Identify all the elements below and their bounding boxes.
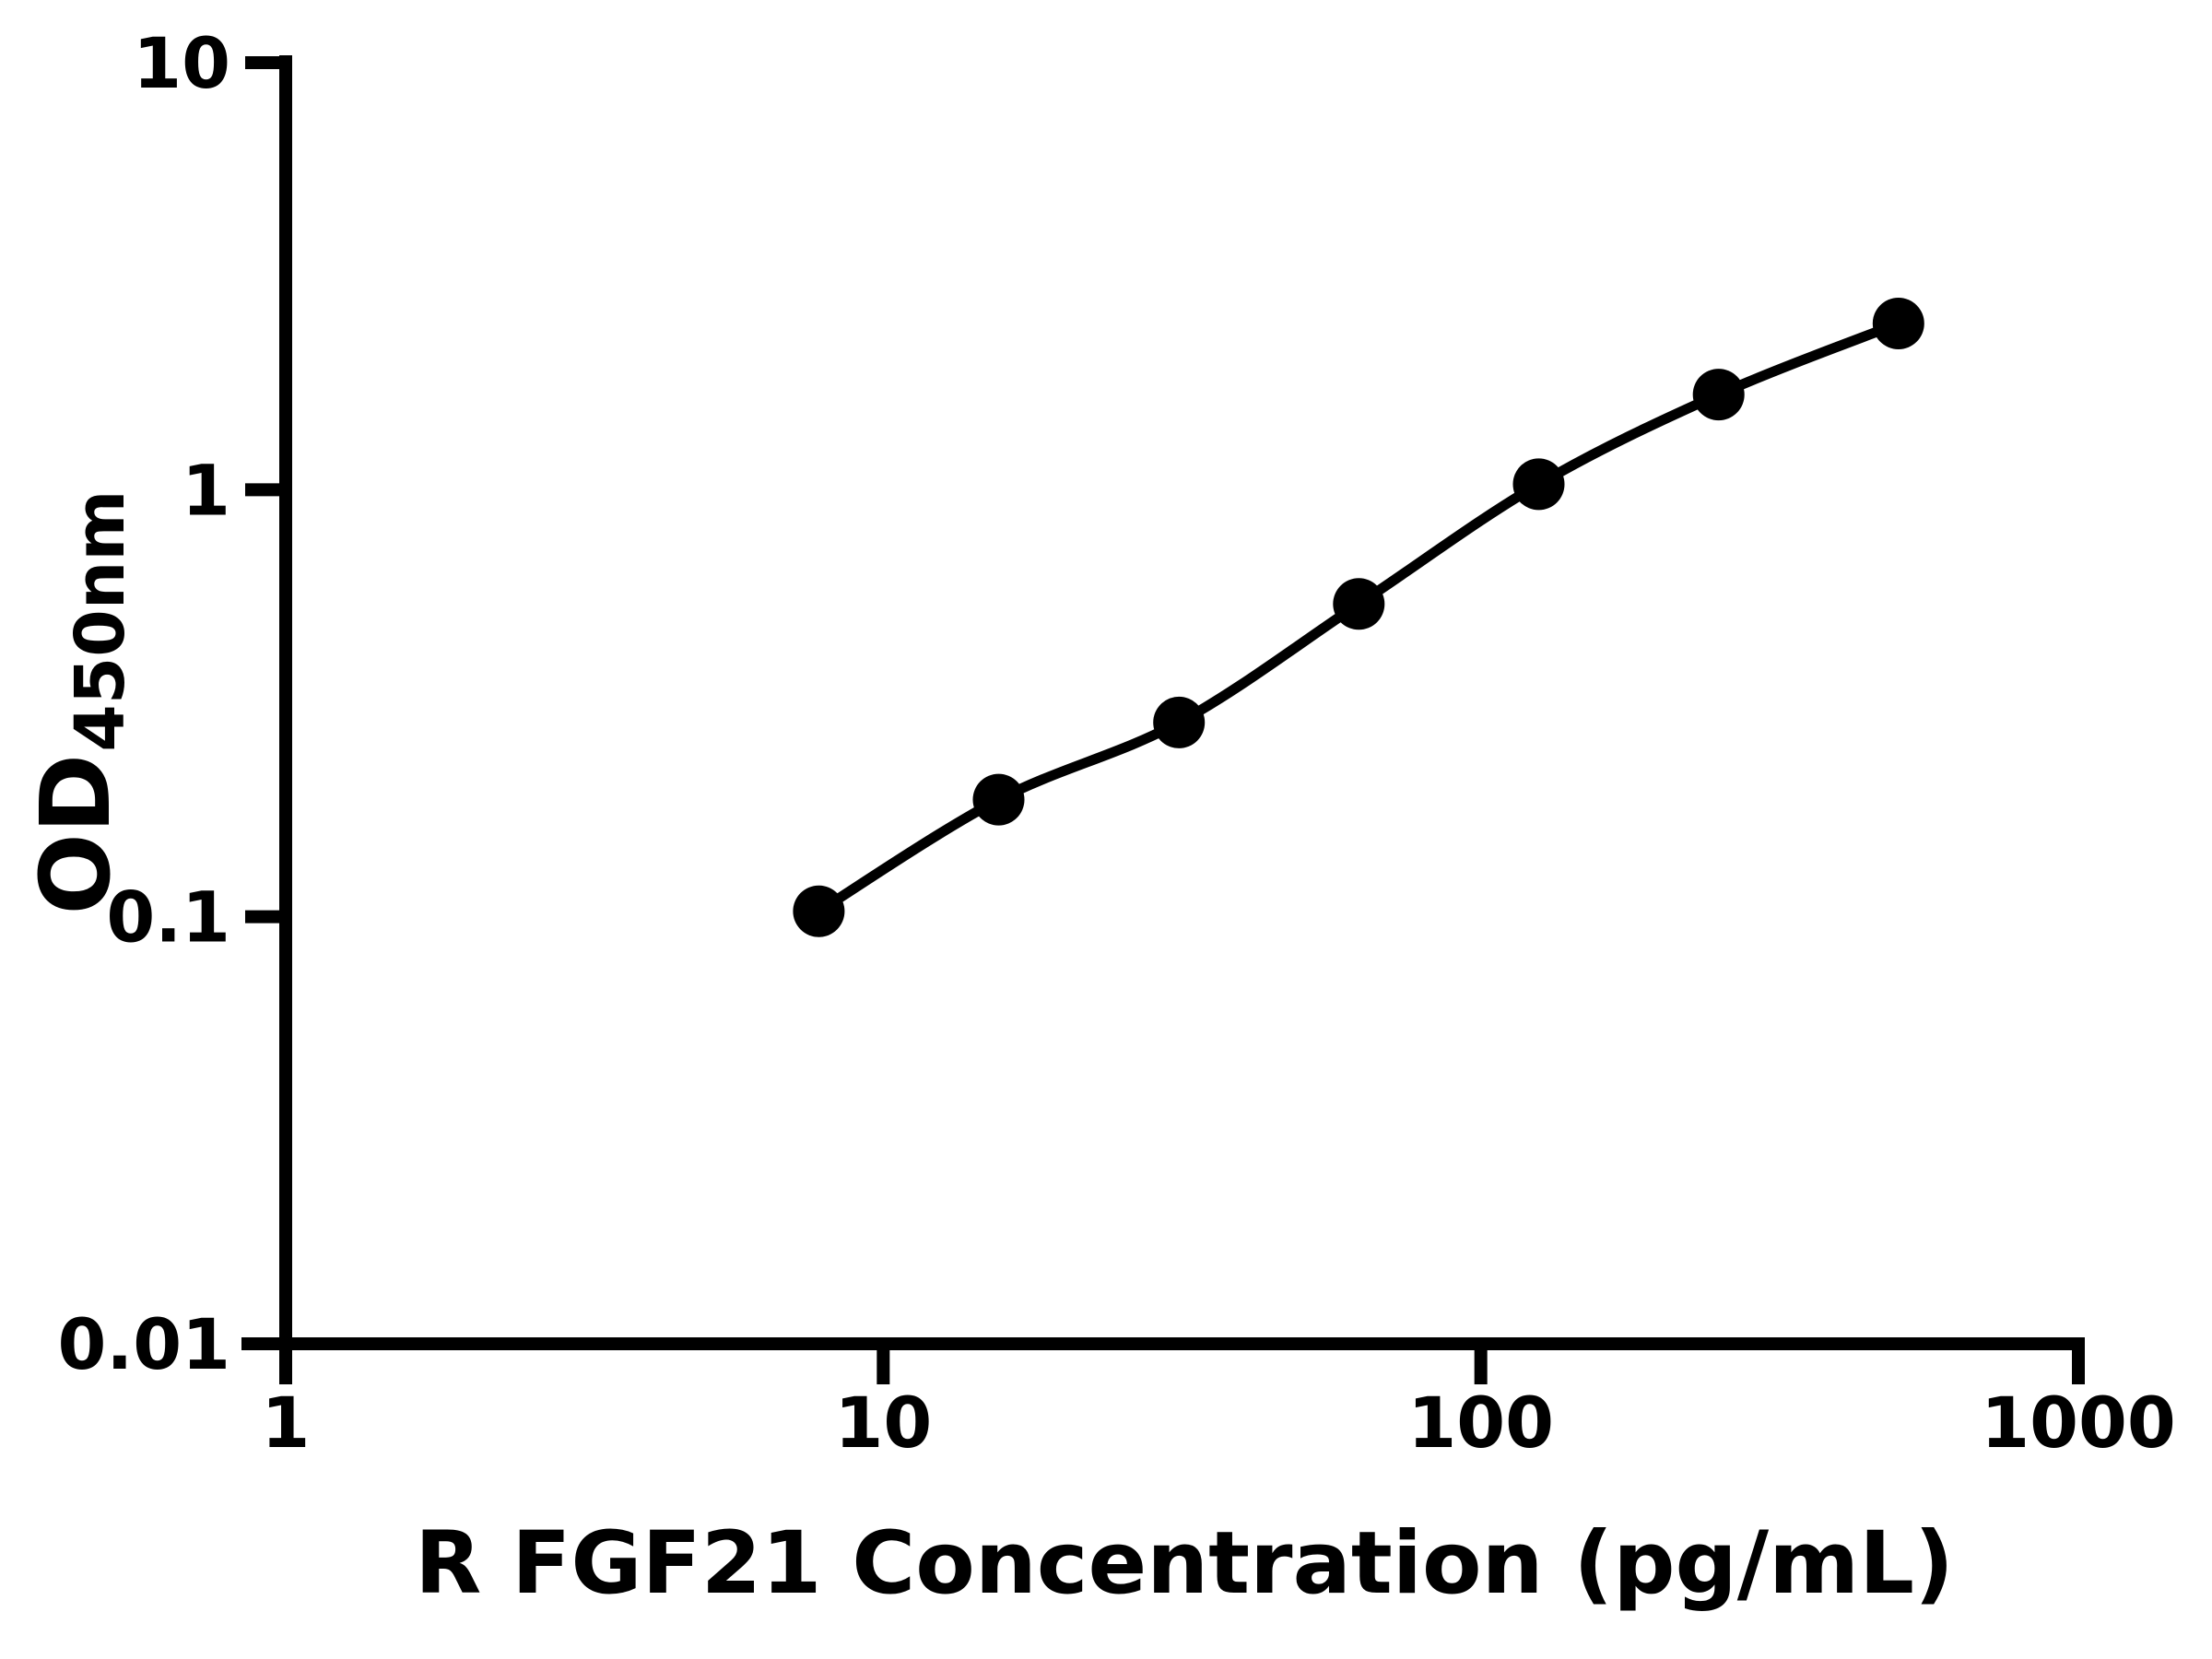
data-point — [1872, 298, 1924, 349]
x-tick-label: 1 — [262, 1382, 311, 1464]
y-tick-label: 0.1 — [106, 877, 230, 959]
y-axis-title: OD450nm — [19, 489, 140, 914]
x-tick-label: 10 — [834, 1382, 932, 1464]
data-point — [793, 885, 845, 937]
data-point — [1333, 578, 1385, 630]
x-tick-label: 1000 — [1981, 1382, 2176, 1464]
data-point — [972, 773, 1025, 826]
y-tick-label: 0.01 — [57, 1303, 230, 1385]
y-tick-label: 1 — [182, 449, 230, 531]
data-point — [1512, 458, 1565, 511]
y-tick-label: 10 — [133, 22, 230, 104]
y-axis-title-subscript: 450nm — [61, 489, 140, 752]
data-point — [1692, 369, 1745, 421]
y-axis-title-main: OD — [19, 753, 132, 915]
x-axis-title: R FGF21 Concentration (pg/mL) — [415, 1513, 1954, 1614]
x-tick-label: 100 — [1407, 1382, 1554, 1464]
data-point — [1153, 696, 1206, 748]
